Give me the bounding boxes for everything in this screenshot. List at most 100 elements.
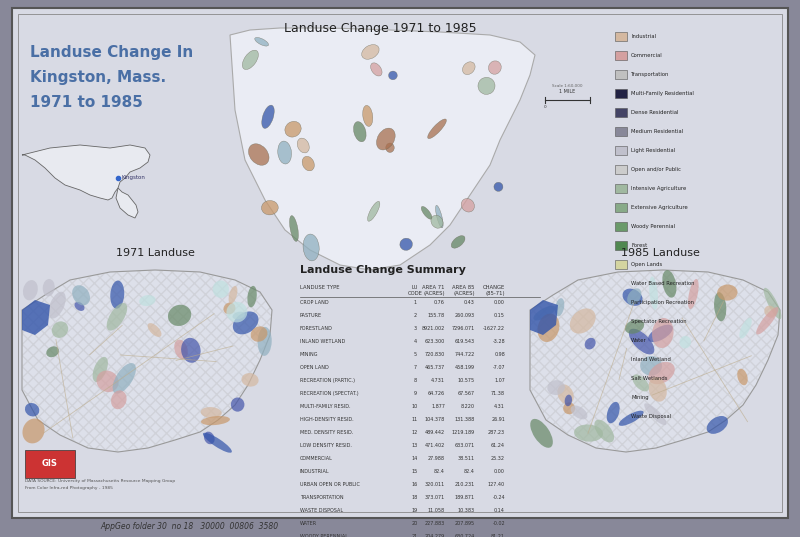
- Text: Landuse Change Summary: Landuse Change Summary: [300, 265, 466, 275]
- Text: MED. DENSITY RESID.: MED. DENSITY RESID.: [300, 430, 354, 435]
- Text: 11.058: 11.058: [428, 508, 445, 513]
- Ellipse shape: [93, 357, 108, 382]
- Text: INLAND WETLAND: INLAND WETLAND: [300, 339, 346, 344]
- Ellipse shape: [570, 405, 587, 419]
- Ellipse shape: [223, 302, 235, 314]
- Ellipse shape: [652, 318, 674, 348]
- Ellipse shape: [354, 121, 366, 142]
- Text: DATA SOURCE: University of Massachusetts Resource Mapping Group: DATA SOURCE: University of Massachusetts…: [25, 479, 175, 483]
- Text: Commercial: Commercial: [631, 53, 662, 58]
- Text: WOODY PERENNIAL: WOODY PERENNIAL: [300, 534, 348, 537]
- Text: AREA 71
(ACRES): AREA 71 (ACRES): [422, 285, 445, 296]
- Text: 8.220: 8.220: [461, 404, 475, 409]
- Ellipse shape: [644, 403, 666, 425]
- Ellipse shape: [428, 119, 446, 139]
- Bar: [615, 70, 627, 79]
- Text: -0.24: -0.24: [492, 495, 505, 500]
- Text: 10.575: 10.575: [458, 378, 475, 383]
- Ellipse shape: [400, 238, 413, 250]
- Text: Open and/or Public: Open and/or Public: [631, 167, 681, 172]
- Bar: [615, 203, 627, 212]
- Text: 13: 13: [412, 443, 418, 448]
- Text: 0.14: 0.14: [494, 508, 505, 513]
- Text: CHANGE
(85-71): CHANGE (85-71): [482, 285, 505, 296]
- Text: Extensive Agriculture: Extensive Agriculture: [631, 205, 688, 210]
- Bar: [615, 51, 627, 60]
- Polygon shape: [230, 28, 535, 270]
- Ellipse shape: [201, 407, 222, 418]
- Text: 0.00: 0.00: [494, 469, 505, 474]
- Text: HIGH-DENSITY RESID.: HIGH-DENSITY RESID.: [300, 417, 354, 422]
- Bar: [615, 317, 627, 326]
- Ellipse shape: [585, 338, 596, 350]
- Ellipse shape: [23, 280, 38, 300]
- Ellipse shape: [555, 298, 564, 316]
- Ellipse shape: [648, 362, 674, 384]
- Ellipse shape: [233, 311, 245, 320]
- Ellipse shape: [262, 105, 274, 128]
- Text: Waste Disposal: Waste Disposal: [631, 414, 671, 419]
- Ellipse shape: [632, 374, 649, 391]
- Text: 14: 14: [412, 456, 418, 461]
- Text: 0: 0: [544, 105, 546, 109]
- Text: 0.43: 0.43: [464, 300, 475, 305]
- Text: TRANSPORTATION: TRANSPORTATION: [300, 495, 344, 500]
- Text: 489.442: 489.442: [425, 430, 445, 435]
- Text: 1.07: 1.07: [494, 378, 505, 383]
- Text: 27.988: 27.988: [428, 456, 445, 461]
- Text: 20: 20: [412, 521, 418, 526]
- Bar: [615, 279, 627, 288]
- Ellipse shape: [435, 205, 443, 228]
- Text: AppGeo folder 30  no 18   30000  00806  3580: AppGeo folder 30 no 18 30000 00806 3580: [100, 522, 278, 531]
- Text: 0.76: 0.76: [434, 300, 445, 305]
- Text: 744.722: 744.722: [454, 352, 475, 357]
- Ellipse shape: [462, 62, 475, 75]
- Ellipse shape: [570, 308, 596, 333]
- Text: Transportation: Transportation: [631, 72, 670, 77]
- Ellipse shape: [574, 424, 603, 441]
- Bar: [615, 374, 627, 383]
- Ellipse shape: [739, 318, 752, 339]
- Ellipse shape: [25, 403, 39, 417]
- Text: INDUSTRIAL: INDUSTRIAL: [300, 469, 330, 474]
- Ellipse shape: [49, 292, 66, 318]
- Ellipse shape: [606, 402, 620, 423]
- Text: 204.279: 204.279: [425, 534, 445, 537]
- Text: Salt Wetlands: Salt Wetlands: [631, 376, 667, 381]
- Text: Light Residential: Light Residential: [631, 148, 675, 153]
- Bar: [615, 222, 627, 231]
- Text: 465.737: 465.737: [425, 365, 445, 370]
- Text: 287.23: 287.23: [488, 430, 505, 435]
- Text: 619.543: 619.543: [455, 339, 475, 344]
- Ellipse shape: [717, 285, 738, 301]
- Text: 81.21: 81.21: [491, 534, 505, 537]
- Text: 623.300: 623.300: [425, 339, 445, 344]
- Text: Water Based Recreation: Water Based Recreation: [631, 281, 694, 286]
- Ellipse shape: [231, 397, 245, 412]
- Ellipse shape: [367, 201, 380, 221]
- Text: 7: 7: [414, 365, 417, 370]
- Ellipse shape: [181, 338, 201, 363]
- Ellipse shape: [558, 384, 574, 404]
- Text: 15: 15: [412, 469, 418, 474]
- Ellipse shape: [111, 390, 126, 409]
- Text: 11: 11: [412, 417, 418, 422]
- Text: CROP LAND: CROP LAND: [300, 300, 329, 305]
- Text: OPEN LAND: OPEN LAND: [300, 365, 329, 370]
- Ellipse shape: [625, 320, 644, 334]
- Text: LOW DENSITY RESID.: LOW DENSITY RESID.: [300, 443, 352, 448]
- Ellipse shape: [386, 143, 394, 153]
- Text: 82.4: 82.4: [464, 469, 475, 474]
- Text: 8921.002: 8921.002: [422, 326, 445, 331]
- Ellipse shape: [494, 182, 503, 191]
- Ellipse shape: [462, 199, 474, 212]
- Text: FORESTLAND: FORESTLAND: [300, 326, 333, 331]
- Ellipse shape: [688, 279, 698, 309]
- Text: 26.91: 26.91: [491, 417, 505, 422]
- Text: -0.02: -0.02: [492, 521, 505, 526]
- Ellipse shape: [764, 306, 776, 318]
- Polygon shape: [116, 188, 138, 218]
- Text: MULTI-FAMILY RESID.: MULTI-FAMILY RESID.: [300, 404, 350, 409]
- Text: 1219.189: 1219.189: [452, 430, 475, 435]
- Bar: [615, 165, 627, 174]
